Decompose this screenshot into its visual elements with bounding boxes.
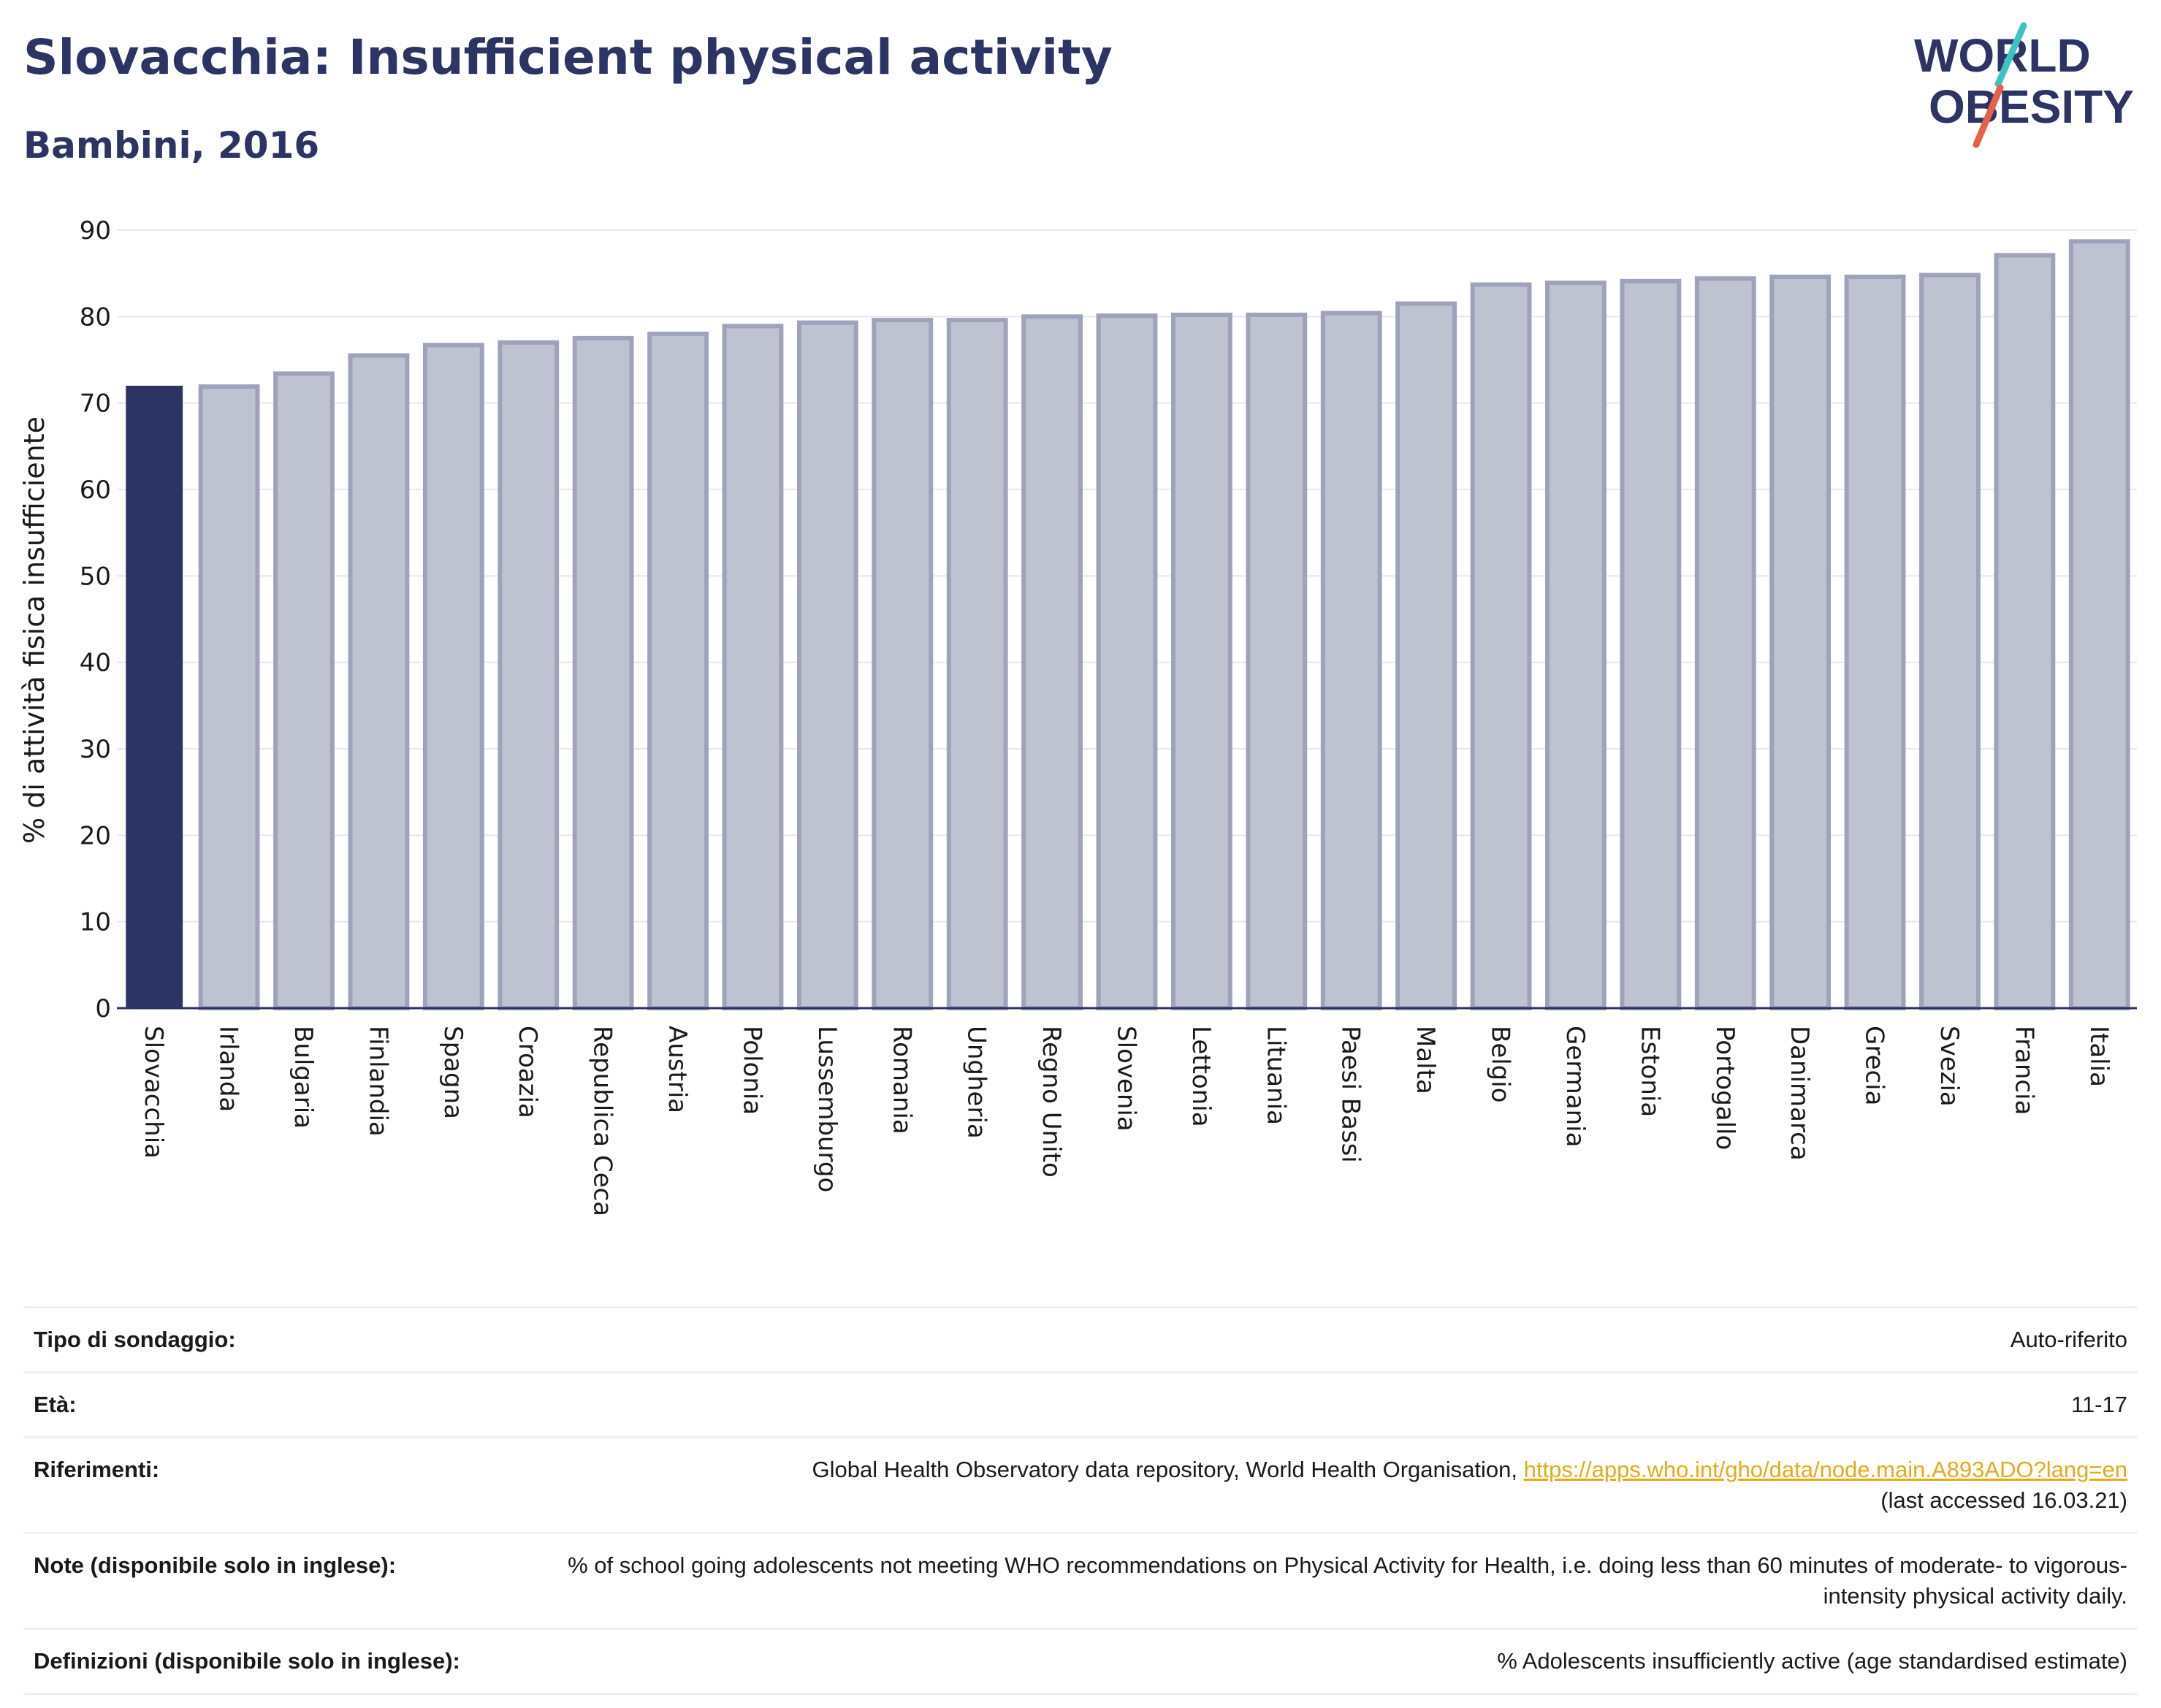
- bar-malta: [1395, 301, 1457, 1011]
- info-row-definitions: Definizioni (disponibile solo in inglese…: [23, 1628, 2138, 1695]
- x-tick-label: Belgio: [1486, 1026, 1515, 1103]
- bar-bulgaria: [273, 371, 335, 1010]
- y-tick-label: 80: [80, 302, 111, 332]
- bar-spagna: [422, 343, 484, 1010]
- bar-croazia: [498, 340, 560, 1011]
- reference-link[interactable]: https://apps.who.int/gho/data/node.main.…: [1523, 1457, 2127, 1482]
- bar-svezia: [1919, 272, 1981, 1010]
- bar-finlandia: [348, 353, 410, 1011]
- x-tick-label: Grecia: [1860, 1026, 1889, 1105]
- x-tick-label: Romania: [887, 1026, 916, 1135]
- info-label: Note (disponibile solo in inglese):: [34, 1552, 397, 1578]
- bar-chart: 0 10 20 30 40 50 60 70 80 90 Slovacchia Irlanda Bul…: [18, 216, 2137, 1216]
- bar-slovacchia: [126, 386, 183, 1008]
- bar-portogallo: [1694, 276, 1756, 1010]
- info-row-notes: Note (disponibile solo in inglese): % of…: [23, 1532, 2138, 1628]
- y-tick-label: 0: [95, 994, 111, 1023]
- bar-estonia: [1620, 278, 1682, 1011]
- bar-francia: [1994, 253, 2056, 1011]
- bar-lettonia: [1170, 312, 1232, 1010]
- info-value: % of school going adolescents not meetin…: [568, 1552, 2127, 1609]
- y-tick-label: 20: [80, 821, 111, 850]
- bar-slovenia: [1096, 313, 1158, 1010]
- y-tick-label: 60: [80, 476, 111, 505]
- reference-accessed: (last accessed 16.03.21): [1880, 1487, 2127, 1513]
- x-tick-label: Francia: [2009, 1026, 2038, 1115]
- y-tick-label: 70: [80, 389, 111, 419]
- info-row-survey-type: Tipo di sondaggio: Auto-riferito: [23, 1306, 2138, 1371]
- x-tick-label: Slovacchia: [139, 1026, 168, 1159]
- x-tick-label: Finlandia: [363, 1026, 392, 1137]
- bar-grecia: [1844, 274, 1906, 1010]
- x-tick-label: Spagna: [438, 1026, 468, 1119]
- y-tick-label: 10: [80, 908, 111, 937]
- bar-polonia: [722, 324, 784, 1011]
- x-tick-label: Irlanda: [214, 1026, 243, 1112]
- info-value: Auto-riferito: [2010, 1327, 2127, 1352]
- x-tick-label: Austria: [663, 1026, 692, 1113]
- x-tick-label: Croazia: [513, 1026, 542, 1118]
- x-axis-ticks: Slovacchia Irlanda Bulgaria Finlandia Spagna…: [139, 1026, 2114, 1216]
- y-tick-label: 50: [80, 562, 111, 591]
- bar-belgio: [1470, 282, 1532, 1010]
- bar-romania: [872, 318, 934, 1011]
- info-label: Definizioni (disponibile solo in inglese…: [34, 1648, 460, 1674]
- bar-austria: [647, 332, 709, 1010]
- logo-text-obesity: OBESITY: [1929, 80, 2134, 133]
- x-tick-label: Lituania: [1261, 1026, 1290, 1125]
- y-tick-label: 90: [80, 216, 111, 245]
- chart-subtitle: Bambini, 2016: [23, 124, 320, 167]
- x-tick-label: Svezia: [1935, 1026, 1964, 1107]
- x-tick-label: Estonia: [1635, 1026, 1664, 1117]
- y-tick-label: 40: [80, 649, 111, 678]
- info-value: % Adolescents insufficiently active (age…: [1497, 1648, 2127, 1674]
- bar-paesi-bassi: [1320, 310, 1382, 1011]
- bar-irlanda: [198, 384, 260, 1010]
- info-label: Tipo di sondaggio:: [34, 1327, 236, 1352]
- logo-slash-coral: [1973, 84, 2004, 148]
- bar-lussemburgo: [796, 320, 858, 1011]
- bar-germania: [1545, 281, 1607, 1010]
- x-tick-label: Germania: [1560, 1026, 1590, 1147]
- y-tick-label: 30: [80, 735, 111, 764]
- x-tick-label: Italia: [2084, 1026, 2114, 1087]
- info-value: Global Health Observatory data repositor…: [812, 1455, 2128, 1516]
- x-tick-label: Slovenia: [1112, 1026, 1141, 1132]
- bar-danimarca: [1769, 274, 1832, 1010]
- x-tick-label: Ungheria: [962, 1026, 991, 1139]
- info-label: Età:: [34, 1392, 77, 1417]
- bar-lituania: [1246, 312, 1308, 1010]
- x-tick-label: Lussemburgo: [812, 1026, 842, 1192]
- x-tick-label: Portogallo: [1710, 1026, 1739, 1150]
- info-row-references: Riferimenti: Global Health Observatory d…: [23, 1436, 2138, 1532]
- reference-text: Global Health Observatory data repositor…: [812, 1457, 1517, 1482]
- x-tick-label: Republica Ceca: [588, 1026, 617, 1216]
- world-obesity-logo: WORLD OBESITY: [1914, 22, 2134, 148]
- bar-regno-unito: [1021, 314, 1083, 1011]
- chart-title: Slovacchia: Insufficient physical activi…: [23, 29, 1113, 85]
- logo-slash-teal: [1994, 22, 2027, 88]
- bars: [126, 239, 2130, 1011]
- y-axis-ticks: 0 10 20 30 40 50 60 70 80 90: [80, 216, 111, 1023]
- x-tick-label: Regno Unito: [1037, 1026, 1066, 1178]
- x-tick-label: Polonia: [737, 1026, 766, 1115]
- bar-republica-ceca: [572, 335, 634, 1010]
- x-tick-label: Paesi Bassi: [1336, 1026, 1365, 1163]
- info-label: Riferimenti:: [34, 1457, 160, 1482]
- y-axis-label: % di attività fisica insufficiente: [18, 416, 50, 844]
- x-tick-label: Bulgaria: [289, 1026, 318, 1129]
- info-row-age: Età: 11-17: [23, 1371, 2138, 1436]
- x-tick-label: Malta: [1411, 1026, 1440, 1094]
- bar-ungheria: [946, 318, 1008, 1011]
- x-tick-label: Lettonia: [1186, 1026, 1216, 1127]
- x-tick-label: Danimarca: [1785, 1026, 1814, 1161]
- info-table: Tipo di sondaggio: Auto-riferito Età: 11…: [23, 1306, 2138, 1695]
- bar-italia: [2068, 239, 2130, 1011]
- info-value: 11-17: [2071, 1392, 2127, 1417]
